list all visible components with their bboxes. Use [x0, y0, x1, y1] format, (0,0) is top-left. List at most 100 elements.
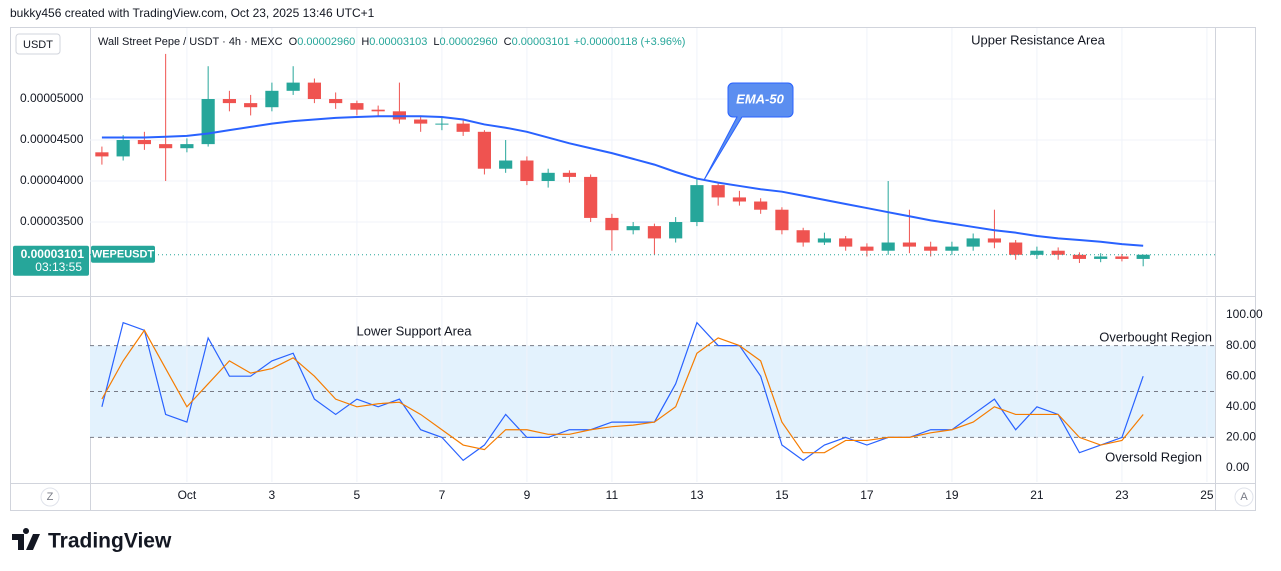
- lower-support-label: Lower Support Area: [357, 323, 473, 338]
- ohlc-key: L: [433, 36, 439, 48]
- candle-body: [350, 103, 364, 110]
- x-tick-label: 7: [439, 488, 446, 502]
- candle-body: [860, 246, 874, 251]
- candle-body: [137, 140, 151, 145]
- candle-body: [1072, 254, 1087, 259]
- y-tick-label: 0.00005000: [20, 91, 84, 105]
- symbol: Wall Street Pepe / USDT · 4h · MEXC: [98, 36, 283, 48]
- candle-body: [456, 123, 470, 132]
- credit: bukky456 created with TradingView.com, O…: [10, 6, 375, 20]
- z-button-label: Z: [47, 491, 54, 503]
- candle-body: [1009, 242, 1023, 255]
- ohlc-key: C: [504, 36, 512, 48]
- candle-body: [711, 185, 725, 198]
- overbought-label: Overbought Region: [1099, 329, 1212, 344]
- x-tick-label: 9: [524, 488, 531, 502]
- candle-body: [329, 99, 343, 104]
- candle-body: [902, 242, 917, 247]
- candle-body: [605, 217, 619, 231]
- ema-label: EMA-50: [736, 91, 784, 106]
- candle-body: [647, 226, 662, 239]
- ohlc-key: O: [289, 36, 298, 48]
- candle-body: [924, 246, 938, 251]
- y-tick-label: 80.00: [1226, 338, 1256, 352]
- currency-box[interactable]: [15, 33, 61, 55]
- stochastic-line: [101, 329, 1144, 454]
- candle-body: [584, 176, 598, 218]
- candle-body: [987, 238, 1002, 243]
- candle-body: [562, 172, 576, 177]
- candle-body: [1030, 250, 1044, 255]
- y-tick-label: 20.00: [1226, 430, 1256, 444]
- countdown: 03:13:55: [35, 260, 82, 274]
- candle-body: [435, 123, 449, 125]
- z-button[interactable]: [40, 487, 60, 507]
- x-tick-label: 19: [945, 488, 959, 502]
- symbol-legend: Wall Street Pepe / USDT · 4h · MEXC O0.00…: [98, 36, 685, 48]
- x-tick-label: 21: [1030, 488, 1044, 502]
- oversold-label: Oversold Region: [1105, 449, 1202, 464]
- candle-body: [754, 201, 768, 210]
- a-button[interactable]: [1234, 487, 1254, 507]
- x-tick-label: 25: [1200, 488, 1214, 502]
- candle-body: [796, 230, 810, 243]
- ohlc-value: 0.00002960: [297, 36, 355, 48]
- a-button-label: A: [1240, 491, 1248, 503]
- candle-body: [541, 172, 555, 182]
- ohlc-value: 0.00002960: [440, 36, 498, 48]
- chart-frame: [10, 27, 1256, 511]
- candle-body: [180, 144, 194, 149]
- ema-line: [101, 115, 1144, 247]
- candle-body: [520, 160, 534, 182]
- candle-body: [1136, 254, 1150, 259]
- last-price: 0.00003101: [21, 247, 85, 261]
- x-tick-label: 5: [354, 488, 361, 502]
- candle-body: [414, 119, 428, 124]
- candle-body: [265, 90, 279, 108]
- y-tick-label: 0.00003500: [20, 214, 84, 228]
- x-tick-label: 11: [606, 488, 619, 502]
- candle-body: [286, 82, 300, 91]
- candle-body: [817, 238, 832, 243]
- candle-body: [499, 160, 513, 169]
- candle-body: [116, 140, 130, 157]
- candle-body: [159, 144, 173, 149]
- candle-body: [1051, 250, 1065, 255]
- y-tick-label: 100.00: [1226, 307, 1263, 321]
- candle-body: [1094, 256, 1108, 259]
- x-tick-label: 3: [269, 488, 276, 502]
- x-tick-label: 23: [1115, 488, 1129, 502]
- x-tick-label: Oct: [178, 488, 197, 502]
- ohlc-value: 0.00003101: [512, 36, 570, 48]
- upper-resistance-label: Upper Resistance Area: [971, 32, 1105, 47]
- candle-body: [690, 185, 704, 223]
- ohlc-value: 0.00003103: [369, 36, 427, 48]
- brand: TradingView: [48, 530, 172, 553]
- ticker: WEPEUSDT: [92, 249, 155, 261]
- x-tick-label: 13: [690, 488, 704, 502]
- candle-body: [95, 152, 109, 157]
- ema-callout: [703, 82, 794, 181]
- candle-body: [626, 226, 640, 231]
- candle-body: [966, 238, 980, 247]
- candle-body: [201, 99, 215, 145]
- ohlc-key: H: [361, 36, 369, 48]
- candle-body: [307, 82, 321, 100]
- candle-body: [244, 103, 258, 108]
- candle-body: [881, 242, 895, 251]
- ticker-box: [91, 245, 155, 263]
- stochastic-line: [101, 321, 1144, 462]
- candle-body: [1115, 256, 1129, 259]
- candle-body: [945, 246, 959, 251]
- candle-body: [371, 109, 385, 112]
- y-tick-label: 60.00: [1226, 368, 1256, 382]
- last-price-box: [13, 245, 89, 276]
- candle-body: [477, 131, 491, 169]
- y-tick-label: 0.00004000: [20, 173, 84, 187]
- candle-body: [222, 99, 236, 104]
- x-tick-label: 15: [775, 488, 789, 502]
- currency: USDT: [23, 39, 53, 51]
- candle-body: [732, 197, 747, 202]
